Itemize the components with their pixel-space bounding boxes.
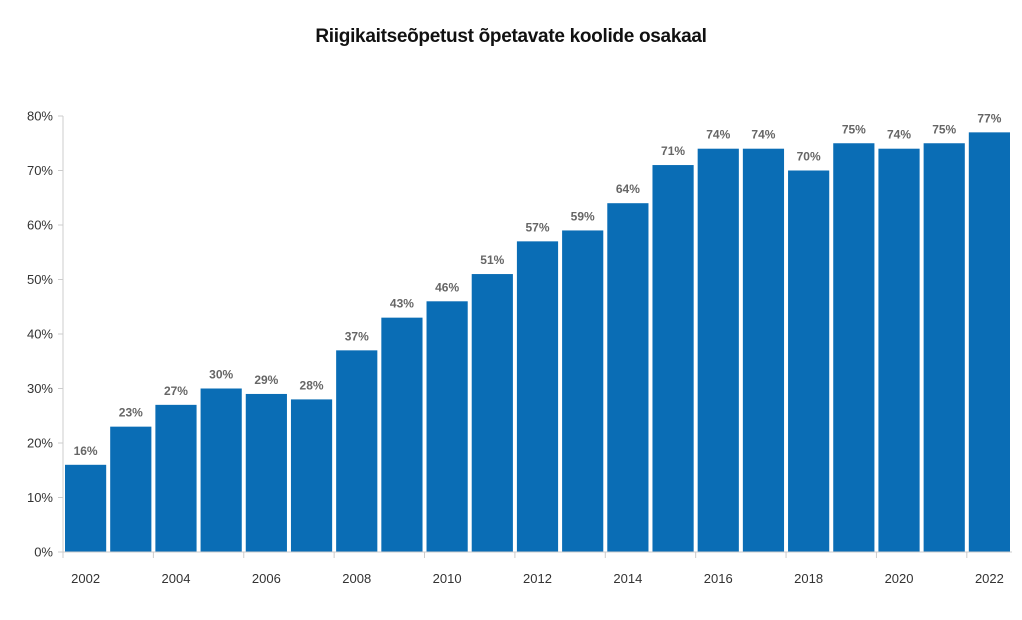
x-tick-label: 2014 bbox=[613, 571, 642, 586]
bar bbox=[878, 148, 920, 552]
bar bbox=[697, 148, 739, 552]
bar bbox=[245, 393, 287, 552]
bar bbox=[652, 165, 694, 553]
bar bbox=[833, 143, 875, 552]
data-label: 28% bbox=[300, 378, 324, 392]
data-label: 37% bbox=[345, 329, 369, 343]
bar bbox=[290, 399, 333, 552]
y-tick-label: 50% bbox=[27, 272, 53, 287]
bar bbox=[742, 148, 785, 552]
data-label: 27% bbox=[164, 384, 188, 398]
y-tick-label: 20% bbox=[27, 436, 53, 451]
y-tick-label: 80% bbox=[27, 109, 53, 124]
x-tick-label: 2022 bbox=[975, 571, 1004, 586]
x-tick-label: 2002 bbox=[71, 571, 100, 586]
data-label: 64% bbox=[616, 182, 640, 196]
chart-title: Riigikaitseõpetust õpetavate koolide osa… bbox=[315, 26, 707, 47]
bar bbox=[336, 350, 378, 552]
bar bbox=[516, 241, 559, 552]
y-tick-label: 40% bbox=[27, 327, 53, 342]
data-label: 75% bbox=[932, 122, 956, 136]
bar bbox=[471, 274, 513, 552]
data-label: 43% bbox=[390, 297, 414, 311]
x-tick-label: 2010 bbox=[433, 571, 462, 586]
data-label: 74% bbox=[751, 128, 775, 142]
data-label: 29% bbox=[254, 373, 278, 387]
bar bbox=[426, 301, 468, 552]
y-tick-label: 0% bbox=[34, 545, 53, 560]
data-label: 74% bbox=[706, 128, 730, 142]
data-label: 70% bbox=[797, 150, 821, 164]
x-tick-label: 2006 bbox=[252, 571, 281, 586]
x-tick-label: 2004 bbox=[162, 571, 191, 586]
bar bbox=[788, 170, 830, 552]
data-label: 71% bbox=[661, 144, 685, 158]
data-label: 16% bbox=[74, 444, 98, 458]
data-label: 30% bbox=[209, 368, 233, 382]
bar bbox=[968, 132, 1010, 552]
data-label: 51% bbox=[480, 253, 504, 267]
x-tick-label: 2018 bbox=[794, 571, 823, 586]
x-tick-label: 2012 bbox=[523, 571, 552, 586]
bar bbox=[65, 464, 107, 552]
x-tick-label: 2016 bbox=[704, 571, 733, 586]
x-tick-label: 2008 bbox=[342, 571, 371, 586]
data-label: 59% bbox=[571, 209, 595, 223]
data-label: 77% bbox=[977, 111, 1001, 125]
data-label: 75% bbox=[842, 122, 866, 136]
x-tick-label: 2020 bbox=[885, 571, 914, 586]
bar bbox=[155, 404, 197, 552]
bar bbox=[607, 203, 649, 552]
y-tick-label: 60% bbox=[27, 218, 53, 233]
data-label: 46% bbox=[435, 280, 459, 294]
bar bbox=[381, 317, 423, 552]
y-tick-label: 10% bbox=[27, 490, 53, 505]
bar bbox=[562, 230, 604, 552]
y-tick-label: 30% bbox=[27, 381, 53, 396]
data-label: 23% bbox=[119, 406, 143, 420]
bar bbox=[200, 388, 242, 552]
data-label: 57% bbox=[525, 220, 549, 234]
bar bbox=[110, 426, 152, 552]
bar bbox=[923, 143, 965, 552]
data-label: 74% bbox=[887, 128, 911, 142]
y-tick-label: 70% bbox=[27, 163, 53, 178]
